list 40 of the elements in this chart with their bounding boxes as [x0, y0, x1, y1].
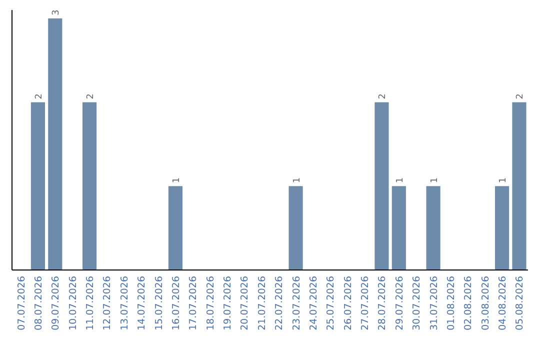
data-label: 2 [378, 94, 388, 100]
x-tick-label: 21.07.2026 [256, 276, 268, 330]
x-tick-label: 15.07.2026 [154, 276, 165, 330]
x-tick-label: 05.08.2026 [514, 276, 526, 330]
data-label: 1 [172, 177, 182, 184]
x-tick-label: 10.07.2026 [68, 276, 79, 330]
x-tick-label: 11.07.2026 [85, 276, 96, 330]
data-label: 1 [498, 177, 509, 184]
x-tick-label: 08.07.2026 [33, 276, 44, 330]
x-tick-label: 23.07.2026 [291, 276, 302, 330]
data-label: 2 [34, 94, 44, 100]
x-tick-label: 09.07.2026 [50, 276, 62, 330]
x-tick-label: 30.07.2026 [412, 276, 423, 330]
x-tick-label: 03.08.2026 [480, 276, 492, 330]
x-tick-label: 01.08.2026 [446, 276, 457, 330]
x-tick-label: 26.07.2026 [342, 276, 354, 330]
x-tick-label: 27.07.2026 [360, 276, 372, 330]
data-label: 1 [430, 177, 440, 184]
x-tick-label: 07.07.2026 [16, 276, 28, 330]
x-tick-label: 18.07.2026 [205, 276, 216, 330]
x-tick-label: 28.07.2026 [377, 276, 388, 330]
x-tick-label: 04.08.2026 [498, 276, 509, 330]
x-tick-label: 17.07.2026 [188, 276, 200, 330]
x-tick-label: 25.07.2026 [326, 276, 337, 330]
data-label: 1 [395, 177, 406, 184]
x-tick-label: 14.07.2026 [136, 276, 148, 330]
x-tick-label: 13.07.2026 [119, 276, 130, 330]
x-tick-label: 12.07.2026 [102, 276, 114, 330]
x-tick-label: 22.07.2026 [274, 276, 286, 330]
x-tick-label: 19.07.2026 [222, 276, 234, 330]
x-tick-label: 31.07.2026 [428, 276, 440, 330]
x-tick-label: 29.07.2026 [394, 276, 406, 330]
x-tick-label: 16.07.2026 [170, 276, 182, 330]
data-label: 3 [52, 10, 62, 16]
x-tick-label: 20.07.2026 [240, 276, 251, 330]
data-label: 2 [516, 94, 526, 100]
data-label: 2 [86, 94, 96, 100]
x-tick-label: 24.07.2026 [308, 276, 320, 330]
x-tick-label: 02.08.2026 [463, 276, 474, 330]
data-label: 1 [292, 177, 302, 184]
